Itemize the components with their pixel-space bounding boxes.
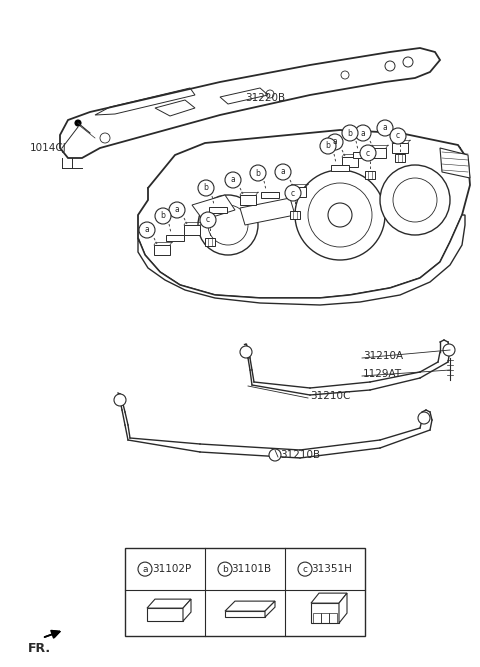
Polygon shape — [147, 599, 191, 608]
Text: 31102P: 31102P — [152, 564, 191, 574]
Polygon shape — [339, 593, 347, 623]
Circle shape — [169, 202, 185, 218]
Polygon shape — [147, 608, 183, 621]
Circle shape — [342, 125, 358, 141]
Polygon shape — [342, 157, 358, 167]
Text: 31210C: 31210C — [310, 391, 350, 401]
Circle shape — [75, 120, 81, 126]
Circle shape — [275, 164, 291, 180]
Text: c: c — [396, 131, 400, 141]
Polygon shape — [138, 130, 470, 298]
Circle shape — [377, 120, 393, 136]
Circle shape — [327, 134, 343, 150]
Text: 1014CJ: 1014CJ — [30, 143, 67, 153]
Polygon shape — [353, 152, 371, 158]
Text: c: c — [366, 149, 370, 157]
Text: a: a — [230, 175, 235, 185]
Text: 1129AT: 1129AT — [363, 369, 402, 379]
Polygon shape — [225, 601, 275, 611]
Polygon shape — [311, 603, 339, 623]
Text: b: b — [325, 141, 330, 151]
Text: b: b — [255, 169, 261, 177]
Polygon shape — [240, 198, 295, 225]
Text: a: a — [281, 167, 286, 177]
Circle shape — [198, 180, 214, 196]
Text: FR.: FR. — [28, 642, 51, 654]
Circle shape — [198, 195, 258, 255]
Circle shape — [155, 208, 171, 224]
Polygon shape — [138, 215, 465, 305]
Polygon shape — [192, 195, 235, 220]
Polygon shape — [290, 187, 306, 197]
Circle shape — [390, 128, 406, 144]
Circle shape — [418, 412, 430, 424]
Bar — [125, 548, 365, 636]
Circle shape — [240, 346, 252, 358]
Circle shape — [250, 165, 266, 181]
Circle shape — [200, 212, 216, 228]
Polygon shape — [209, 207, 227, 213]
Polygon shape — [331, 165, 349, 171]
Circle shape — [328, 203, 352, 227]
Polygon shape — [148, 142, 462, 205]
Text: c: c — [291, 189, 295, 197]
Circle shape — [355, 125, 371, 141]
Text: a: a — [144, 225, 149, 235]
Polygon shape — [365, 171, 375, 179]
Polygon shape — [154, 245, 170, 255]
Text: b: b — [204, 183, 208, 193]
Text: b: b — [348, 129, 352, 137]
FancyArrowPatch shape — [45, 630, 60, 638]
Text: a: a — [383, 123, 387, 133]
Polygon shape — [205, 238, 215, 246]
Circle shape — [269, 449, 281, 461]
Circle shape — [320, 138, 336, 154]
Text: b: b — [161, 211, 166, 221]
Polygon shape — [392, 143, 408, 153]
Text: c: c — [206, 215, 210, 225]
Polygon shape — [261, 192, 279, 198]
Polygon shape — [265, 601, 275, 617]
Polygon shape — [184, 225, 200, 235]
Polygon shape — [290, 211, 300, 219]
Polygon shape — [311, 593, 347, 603]
Text: 31220B: 31220B — [245, 93, 285, 103]
Polygon shape — [60, 48, 440, 158]
Polygon shape — [440, 148, 470, 178]
Polygon shape — [395, 154, 405, 162]
Circle shape — [295, 170, 385, 260]
Circle shape — [114, 394, 126, 406]
Polygon shape — [225, 611, 265, 617]
Circle shape — [443, 344, 455, 356]
Polygon shape — [166, 235, 184, 241]
Circle shape — [218, 562, 232, 576]
Circle shape — [139, 222, 155, 238]
Polygon shape — [240, 195, 256, 205]
Circle shape — [225, 172, 241, 188]
Text: 31210A: 31210A — [363, 351, 403, 361]
Circle shape — [138, 562, 152, 576]
Text: 31351H: 31351H — [311, 564, 352, 574]
Circle shape — [298, 562, 312, 576]
Text: a: a — [333, 137, 337, 147]
Text: 31210B: 31210B — [280, 450, 320, 460]
Text: a: a — [142, 565, 148, 574]
Polygon shape — [183, 599, 191, 621]
Text: b: b — [222, 565, 228, 574]
Circle shape — [285, 185, 301, 201]
Circle shape — [360, 145, 376, 161]
Text: 31101B: 31101B — [231, 564, 272, 574]
Text: a: a — [175, 205, 180, 215]
Text: c: c — [302, 565, 308, 574]
Polygon shape — [370, 148, 386, 158]
Circle shape — [380, 165, 450, 235]
Text: a: a — [360, 129, 365, 137]
